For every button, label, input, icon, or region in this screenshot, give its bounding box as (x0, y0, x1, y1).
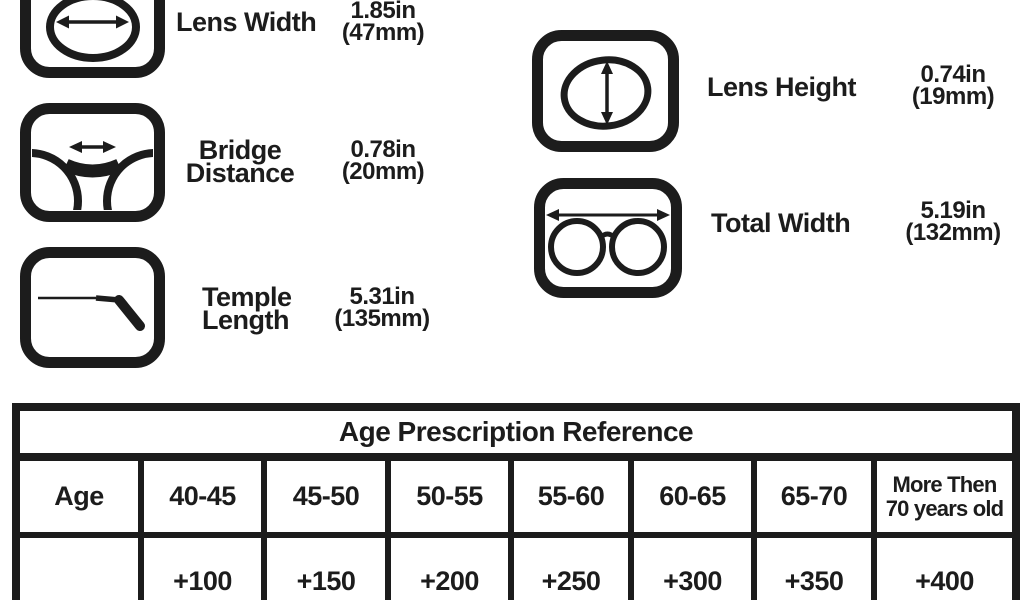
value-mm: (19mm) (911, 83, 995, 110)
value-inches: 5.31in (349, 283, 415, 310)
table-value-row: +100 +150 +200 +250 +300 +350 +400 (12, 532, 1020, 600)
table-value-cell-250: +250 (508, 532, 634, 600)
table-title: Age Prescription Reference (12, 403, 1020, 461)
measurement-value-lens-width: 1.85in (47mm) (327, 0, 439, 46)
measurement-value-total-width: 5.19in (132mm) (897, 197, 1009, 246)
value-inches: 0.78in (350, 136, 416, 163)
value-inches: 0.74in (920, 61, 986, 88)
measurement-label-lens-width: Lens Width (176, 7, 317, 37)
age-prescription-table: Age Prescription Reference Age 40-45 45-… (12, 403, 1020, 600)
value-inches: 1.85in (350, 0, 416, 24)
table-value-cell-400: +400 (871, 532, 1020, 600)
measurement-value-bridge-distance: 0.78in (20mm) (327, 136, 439, 185)
value-mm: (132mm) (905, 219, 1001, 246)
table-header-cell-50-55: 50-55 (385, 454, 514, 538)
table-value-cell-100: +100 (138, 532, 267, 600)
table-header-cell-40-45: 40-45 (138, 454, 267, 538)
table-header-cell-60-65: 60-65 (628, 454, 757, 538)
value-mm: (47mm) (341, 19, 425, 46)
table-header-row: Age 40-45 45-50 50-55 55-60 60-65 65-70 … (12, 454, 1020, 538)
measurement-value-lens-height: 0.74in (19mm) (897, 61, 1009, 110)
table-value-cell-300: +300 (628, 532, 757, 600)
measurement-label-bridge-distance: Bridge Distance (185, 135, 295, 188)
value-mm: (20mm) (341, 158, 425, 185)
measurement-label-temple-length: Temple Length (202, 282, 292, 335)
table-header-cell-65-70: 65-70 (751, 454, 877, 538)
table-title-row: Age Prescription Reference (12, 403, 1020, 461)
measurement-value-temple-length: 5.31in (135mm) (320, 283, 444, 332)
value-inches: 5.19in (920, 197, 986, 224)
total-width-icon (534, 178, 682, 298)
table-value-cell-200: +200 (385, 532, 514, 600)
table-header-cell-55-60: 55-60 (508, 454, 634, 538)
temple-length-icon (20, 247, 165, 368)
bridge-distance-icon (20, 103, 165, 222)
lens-width-icon (20, 0, 165, 78)
table-header-cell-over-70: More Then 70 years old (871, 454, 1020, 538)
table-value-cell-empty (12, 532, 144, 600)
table-header-cell-age: Age (12, 454, 144, 538)
measurement-label-lens-height: Lens Height (707, 72, 857, 102)
lens-height-icon (532, 30, 679, 152)
table-value-cell-350: +350 (751, 532, 877, 600)
value-mm: (135mm) (334, 305, 430, 332)
table-header-cell-45-50: 45-50 (261, 454, 391, 538)
table-value-cell-150: +150 (261, 532, 391, 600)
measurement-label-total-width: Total Width (711, 208, 851, 238)
